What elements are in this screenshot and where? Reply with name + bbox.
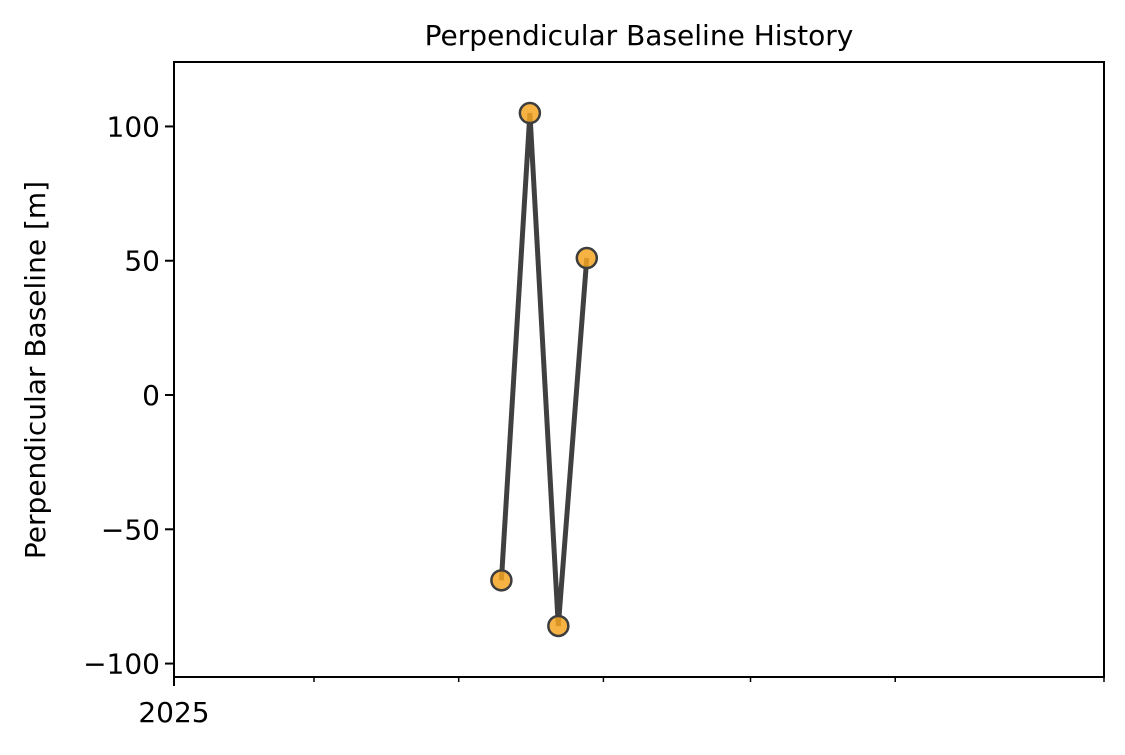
data-point xyxy=(547,614,570,638)
y-axis-label: Perpendicular Baseline [m] xyxy=(19,181,52,559)
series-line xyxy=(498,112,590,627)
y-tick-label: 100 xyxy=(107,110,160,143)
y-tick-label: −50 xyxy=(101,513,160,546)
data-point xyxy=(518,101,542,125)
chart-title: Perpendicular Baseline History xyxy=(425,19,854,52)
data-point xyxy=(575,246,599,270)
y-tick-label: 0 xyxy=(142,379,160,412)
y-tick-label: −100 xyxy=(83,648,160,681)
y-tick-label: 50 xyxy=(124,245,160,278)
plot-area: 100 50 0 −50 −100 xyxy=(83,101,1105,686)
data-point xyxy=(490,569,513,592)
x-tick-label: 2025 xyxy=(138,696,209,729)
plot-frame xyxy=(173,61,1105,678)
